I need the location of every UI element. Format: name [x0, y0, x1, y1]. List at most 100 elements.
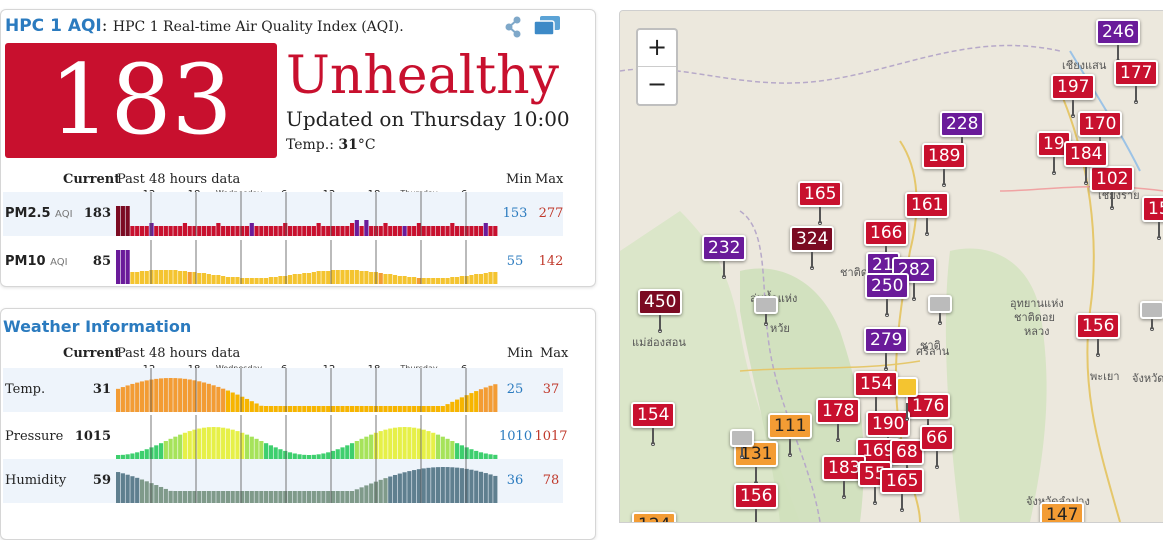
aqi-marker[interactable]: 154	[631, 402, 676, 446]
aqi-marker[interactable]: 177	[1114, 60, 1159, 104]
map-label: หว้ย	[770, 322, 790, 335]
map-label: เชียงแสน	[1062, 59, 1107, 72]
aqi-marker[interactable]: 232	[702, 235, 747, 279]
share-icon[interactable]	[501, 15, 525, 39]
map-label: แม่ฮ่องสอน	[632, 336, 686, 349]
windows-icon[interactable]	[533, 15, 561, 37]
map-label: ศรีลาน	[916, 345, 950, 358]
aqi-marker[interactable]: 189	[922, 143, 967, 187]
aqi-marker[interactable]: 250	[865, 273, 910, 317]
header-min: Min	[506, 172, 532, 187]
aqi-marker[interactable]: 102	[1090, 166, 1135, 210]
pressure-label: Pressure	[5, 429, 64, 444]
aqi-marker[interactable]: 156	[1076, 313, 1121, 357]
aqi-marker[interactable]: 184	[1064, 141, 1109, 185]
weather-header-past: Past 48 hours data	[117, 346, 241, 361]
aqi-marker[interactable]: 15	[1142, 196, 1163, 240]
aqi-marker[interactable]: 156	[734, 483, 779, 522]
offline-marker[interactable]	[730, 429, 754, 459]
pm25-current: 183	[83, 206, 111, 221]
aqi-status: Unhealthy	[286, 46, 559, 106]
aqi-marker[interactable]: 124	[632, 512, 677, 522]
map-label: จังหวัด	[1132, 372, 1163, 385]
weather-header-min: Min	[507, 346, 533, 361]
pm25-sparkline[interactable]	[116, 192, 498, 236]
aqi-marker[interactable]: 176	[906, 393, 951, 437]
pm10-row: PM10 AQI 85 55 142	[3, 240, 563, 284]
aqi-marker[interactable]: 161	[905, 192, 950, 236]
humidity-current: 59	[92, 473, 111, 488]
current-temp: Temp.: 31°C	[286, 137, 376, 153]
moderate-marker[interactable]	[896, 377, 918, 421]
header-max: Max	[535, 172, 564, 187]
aqi-marker[interactable]: 66	[920, 425, 954, 469]
aqi-marker[interactable]: 68	[890, 439, 924, 483]
aqi-marker[interactable]: 190	[866, 411, 911, 455]
humidity-sparkline[interactable]	[116, 459, 498, 503]
pm25-label: PM2.5 AQI	[5, 206, 73, 221]
aqi-marker[interactable]: 166	[864, 220, 909, 264]
humidity-row: Humidity 59 36 78	[3, 459, 563, 503]
zoom-out-button[interactable]: −	[646, 70, 668, 98]
weather-panel: Weather Information Current Past 48 hour…	[0, 308, 596, 540]
pm10-max: 142	[538, 254, 564, 269]
aqi-marker[interactable]: 165	[880, 468, 925, 512]
aqi-title: HPC 1 AQI: HPC 1 Real-time Air Quality I…	[5, 16, 404, 36]
aqi-marker[interactable]: 170	[1078, 111, 1123, 155]
updated-time: Updated on Thursday 10:00	[286, 107, 570, 131]
humidity-min: 36	[506, 473, 524, 488]
pm10-sparkline[interactable]	[116, 240, 498, 284]
map-label: ชาติดอย	[1014, 311, 1055, 324]
pressure-max: 1017	[534, 429, 568, 444]
temp-min: 25	[506, 382, 524, 397]
header-past: Past 48 hours data	[117, 172, 241, 187]
header-current: Current	[63, 172, 121, 187]
aqi-marker[interactable]: 147	[1040, 502, 1085, 522]
pm25-min: 153	[502, 206, 528, 221]
zoom-control: + −	[636, 28, 678, 106]
pressure-sparkline[interactable]	[116, 415, 498, 459]
pm25-max: 277	[538, 206, 564, 221]
pm10-label: PM10 AQI	[5, 254, 68, 269]
aqi-marker[interactable]: 228	[940, 111, 985, 155]
map-label: พะเยา	[1090, 370, 1120, 383]
aqi-marker[interactable]: 183	[822, 455, 867, 499]
aqi-marker[interactable]: 178	[816, 398, 861, 442]
temp-row: Temp. 31 25 37	[3, 368, 563, 412]
aqi-panel: HPC 1 AQI: HPC 1 Real-time Air Quality I…	[0, 9, 596, 287]
station-name[interactable]: HPC 1 AQI	[5, 16, 102, 36]
aqi-marker[interactable]: 165	[798, 181, 843, 225]
pm10-min: 55	[506, 254, 524, 269]
pressure-min: 1010	[499, 429, 533, 444]
offline-marker[interactable]	[928, 295, 952, 325]
aqi-marker[interactable]: 279	[864, 327, 909, 371]
map-label: หลวง	[1024, 325, 1050, 338]
weather-header-max: Max	[540, 346, 569, 361]
station-subtitle: HPC 1 Real-time Air Quality Index (AQI).	[112, 19, 404, 35]
pm10-current: 85	[92, 254, 111, 269]
aqi-marker[interactable]: 154	[854, 371, 899, 415]
temp-label: Temp.	[5, 382, 46, 397]
aqi-marker[interactable]: 324	[790, 226, 835, 270]
map-label: อุทยานแห่ง	[1010, 297, 1064, 310]
pressure-row: Pressure 1015 1010 1017	[3, 415, 568, 459]
offline-marker[interactable]	[754, 296, 778, 326]
aqi-marker[interactable]: 197	[1051, 74, 1096, 118]
aqi-marker[interactable]: 246	[1096, 19, 1141, 63]
weather-header-current: Current	[63, 346, 121, 361]
aqi-map[interactable]: ลุ่มน้ำแห่ง หว้ย แม่ฮ่องสอน ชาติดอย อุทย…	[619, 10, 1163, 523]
pressure-current: 1015	[74, 429, 111, 444]
humidity-max: 78	[542, 473, 560, 488]
temp-max: 37	[542, 382, 560, 397]
weather-title: Weather Information	[3, 317, 192, 336]
zoom-in-button[interactable]: +	[638, 30, 676, 67]
pm25-row: PM2.5 AQI 183 153 277	[3, 192, 563, 236]
offline-marker[interactable]	[1140, 301, 1163, 331]
aqi-marker[interactable]: 450	[638, 289, 683, 333]
temp-sparkline[interactable]	[116, 368, 498, 412]
aqi-marker[interactable]: 111	[768, 413, 813, 457]
humidity-label: Humidity	[5, 473, 67, 488]
map-label: ชาติ	[920, 339, 941, 352]
map-label: เชียงราย	[1098, 189, 1140, 202]
temp-current: 31	[92, 382, 111, 397]
